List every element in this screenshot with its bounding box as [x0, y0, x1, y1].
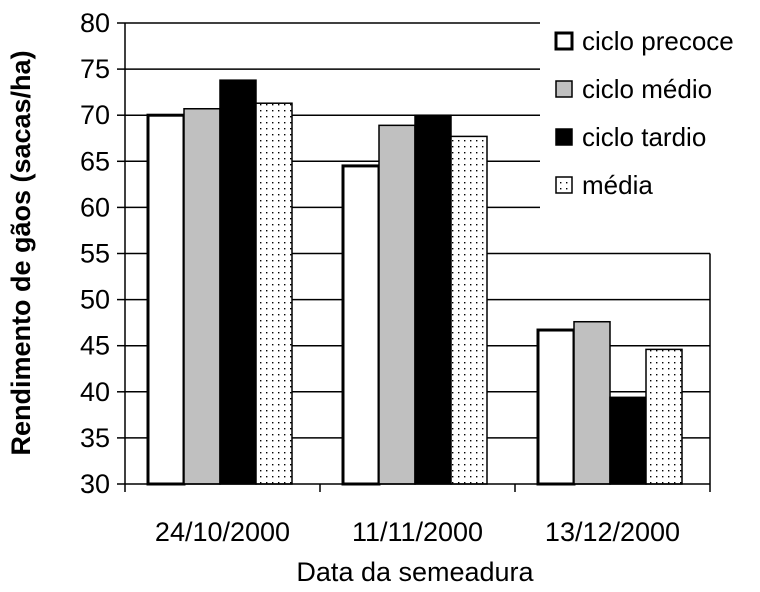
bar [146, 113, 186, 486]
bar [450, 135, 488, 485]
legend-swatch [555, 128, 573, 146]
y-tick-label: 70 [80, 100, 110, 130]
axes [117, 22, 711, 492]
y-tick-label: 35 [80, 423, 110, 453]
x-tick-label: 24/10/2000 [155, 517, 290, 547]
bar [183, 107, 221, 485]
legend-label: ciclo precoce [582, 26, 734, 56]
legend-swatch [555, 176, 573, 194]
legend: ciclo precoce ciclo médio ciclo tardio médi… [540, 18, 755, 210]
bar [645, 348, 683, 485]
x-axis-label: Data da semeadura [296, 557, 534, 587]
y-tick-label: 65 [80, 146, 110, 176]
legend-label: média [582, 170, 653, 200]
bar [378, 124, 416, 485]
legend-background [540, 18, 755, 210]
y-tick-label: 30 [80, 469, 110, 499]
y-tick-label: 75 [80, 54, 110, 84]
y-axis-label: Rendimento de gãos (sacas/ha) [6, 50, 36, 455]
y-tick-label: 55 [80, 239, 110, 269]
bar [536, 328, 576, 486]
bar [573, 320, 611, 485]
legend-label: ciclo tardio [582, 122, 706, 152]
y-tick-label: 50 [80, 285, 110, 315]
y-tick-label: 45 [80, 331, 110, 361]
bar [414, 114, 452, 485]
x-tick-label: 11/11/2000 [352, 517, 483, 547]
bar [341, 164, 381, 486]
bar [609, 396, 647, 485]
bar [219, 79, 257, 485]
legend-swatch [555, 80, 573, 98]
y-tick-label: 40 [80, 377, 110, 407]
tick-labels: 24/10/2000 11/11/2000 13/12/2000 30 35 40 45 50… [80, 8, 680, 547]
x-tick-label: 13/12/2000 [545, 517, 680, 547]
y-tick-label: 80 [80, 8, 110, 38]
legend-label: ciclo médio [582, 74, 712, 104]
y-tick-label: 60 [80, 192, 110, 222]
bar [255, 102, 293, 485]
legend-swatch [554, 31, 574, 51]
